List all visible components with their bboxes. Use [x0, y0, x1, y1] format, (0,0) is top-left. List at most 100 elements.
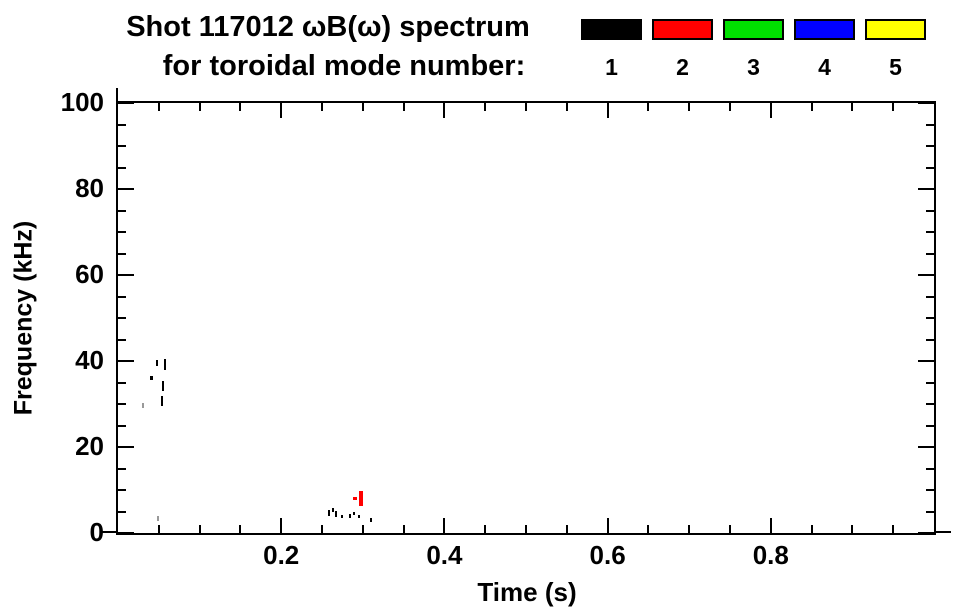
x-axis-title: Time (s) [477, 577, 577, 607]
x-major-tick-top [280, 103, 283, 118]
y-tick-label: 20 [75, 431, 104, 461]
legend-label-mode-2: 2 [676, 54, 689, 80]
x-minor-tick-bottom [484, 525, 487, 533]
x-minor-tick-bottom [688, 525, 691, 533]
y-tick-label: 60 [75, 259, 104, 289]
y-major-tick-right [918, 102, 934, 104]
axis-overshoot-bottom-left [100, 531, 118, 533]
legend-label-mode-4: 4 [818, 54, 831, 80]
data-mark-mode-1 [156, 360, 159, 367]
y-minor-tick-left [118, 403, 126, 405]
x-minor-tick-top [851, 103, 854, 111]
x-tick-label: 0.8 [752, 540, 789, 570]
y-minor-tick-right [926, 295, 934, 298]
y-minor-tick-left [118, 166, 126, 169]
x-minor-tick-bottom [361, 525, 364, 533]
x-minor-tick-bottom [198, 525, 201, 533]
x-minor-tick-top [892, 103, 895, 111]
y-tick-label: 80 [75, 173, 104, 203]
legend-label-mode-5: 5 [889, 54, 902, 80]
y-minor-tick-left [118, 338, 126, 341]
y-minor-tick-right [926, 166, 934, 169]
data-mark-mode-1 [161, 396, 164, 407]
y-minor-tick-right [926, 424, 934, 427]
x-minor-tick-bottom [810, 525, 813, 533]
y-minor-tick-right [926, 467, 934, 470]
x-minor-tick-top [729, 103, 731, 111]
data-mark-mode-1 [334, 511, 337, 518]
data-mark-mode-1 [340, 514, 343, 518]
y-minor-tick-left [118, 209, 126, 212]
chart-subtitle: for toroidal mode number: [162, 50, 526, 82]
x-minor-tick-top [157, 103, 160, 111]
y-minor-tick-left [118, 424, 126, 427]
y-axis-title: Frequency (kHz) [9, 220, 38, 416]
y-major-tick-left [118, 360, 134, 362]
x-minor-tick-bottom [402, 525, 405, 533]
x-minor-tick-bottom [851, 525, 854, 533]
x-tick-label: 0.4 [426, 540, 463, 570]
legend-swatch-mode-3 [723, 19, 784, 40]
y-major-tick-right [918, 532, 934, 534]
x-minor-tick-top [810, 103, 813, 111]
y-major-tick-left [118, 188, 134, 190]
y-major-tick-right [918, 274, 934, 276]
legend-labels: 1 2 3 4 5 [581, 54, 926, 81]
data-mark-mode-1 [357, 514, 360, 518]
y-minor-tick-left [118, 231, 126, 233]
y-minor-tick-right [926, 510, 934, 513]
y-minor-tick-right [926, 123, 934, 126]
y-minor-tick-left [118, 145, 126, 147]
legend-label-mode-1: 1 [605, 54, 618, 80]
data-mark-mode-1 [369, 517, 372, 522]
x-minor-tick-bottom [729, 525, 731, 533]
data-mark-mode-1 [149, 376, 153, 381]
x-minor-tick-top [565, 103, 568, 111]
y-minor-tick-right [926, 209, 934, 212]
y-major-tick-right [918, 360, 934, 362]
y-tick-label: 0 [89, 517, 104, 547]
legend-swatch-mode-4 [794, 19, 855, 40]
y-minor-tick-right [926, 489, 934, 491]
x-major-tick-top [606, 103, 609, 118]
y-minor-tick-right [926, 381, 934, 384]
x-minor-tick-top [525, 103, 527, 111]
y-minor-tick-right [926, 145, 934, 147]
x-minor-tick-top [647, 103, 650, 111]
x-tick-label: 0.2 [263, 540, 300, 570]
x-minor-tick-bottom [565, 525, 568, 533]
y-minor-tick-right [926, 231, 934, 233]
data-mark-mode-1 [161, 381, 164, 392]
axis-overshoot-bottom-right [934, 531, 951, 533]
x-minor-tick-bottom [892, 525, 895, 533]
data-mark-mode-1 [142, 403, 145, 409]
data-mark-mode-1 [352, 511, 355, 515]
y-major-tick-right [918, 188, 934, 190]
x-major-tick-bottom [606, 518, 609, 533]
data-mark-mode-1 [328, 510, 331, 517]
y-minor-tick-left [118, 381, 126, 384]
data-mark-mode-2 [354, 496, 357, 500]
x-major-tick-bottom [769, 518, 772, 533]
y-minor-tick-right [926, 403, 934, 405]
x-major-tick-top [769, 103, 772, 118]
data-mark-mode-1 [156, 516, 159, 521]
x-minor-tick-top [361, 103, 364, 111]
data-mark-mode-2 [359, 491, 364, 506]
y-minor-tick-left [118, 123, 126, 126]
x-minor-tick-top [239, 103, 242, 111]
y-major-tick-left [118, 532, 134, 534]
plot-area: 0.2 0.4 0.6 0.8 0 20 40 60 80 100 [61, 89, 936, 569]
x-minor-tick-top [402, 103, 405, 111]
y-minor-tick-right [926, 317, 934, 319]
legend-swatch-mode-2 [652, 19, 713, 40]
chart-title: Shot 117012 ωB(ω) spectrum [126, 11, 530, 43]
data-mark-mode-1 [331, 508, 334, 512]
y-major-tick-right [918, 446, 934, 448]
data-mark-mode-2 [352, 496, 355, 500]
data-mark-mode-1 [348, 514, 351, 518]
y-major-tick-left [118, 102, 134, 104]
y-minor-tick-left [118, 295, 126, 298]
x-major-tick-top [443, 103, 446, 118]
